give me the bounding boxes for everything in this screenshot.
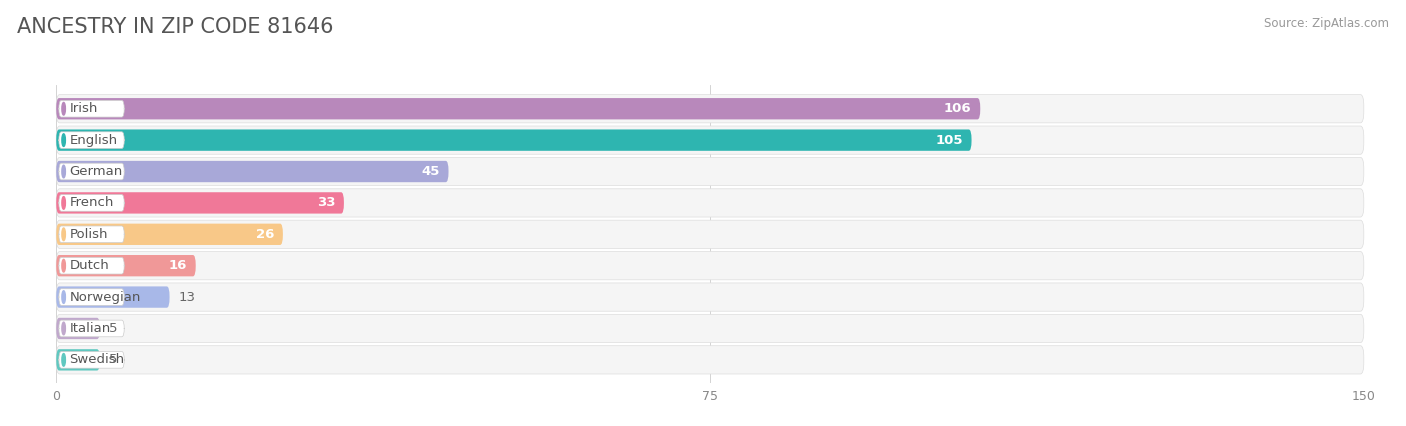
FancyBboxPatch shape: [56, 220, 1364, 248]
FancyBboxPatch shape: [59, 351, 124, 368]
Text: 5: 5: [108, 353, 117, 366]
Text: 26: 26: [256, 228, 274, 241]
FancyBboxPatch shape: [59, 101, 124, 117]
Text: ANCESTRY IN ZIP CODE 81646: ANCESTRY IN ZIP CODE 81646: [17, 17, 333, 37]
FancyBboxPatch shape: [56, 130, 972, 151]
FancyBboxPatch shape: [56, 189, 1364, 217]
FancyBboxPatch shape: [56, 126, 1364, 154]
FancyBboxPatch shape: [56, 95, 1364, 123]
FancyBboxPatch shape: [59, 257, 124, 274]
Text: Swedish: Swedish: [69, 353, 125, 366]
FancyBboxPatch shape: [56, 224, 283, 245]
Text: 5: 5: [108, 322, 117, 335]
FancyBboxPatch shape: [56, 255, 195, 276]
FancyBboxPatch shape: [59, 289, 124, 305]
Text: Polish: Polish: [69, 228, 108, 241]
Circle shape: [62, 228, 66, 241]
FancyBboxPatch shape: [59, 132, 124, 148]
Circle shape: [62, 102, 66, 115]
Text: 16: 16: [169, 259, 187, 272]
FancyBboxPatch shape: [59, 195, 124, 211]
Text: 33: 33: [316, 196, 335, 210]
FancyBboxPatch shape: [56, 157, 1364, 186]
FancyBboxPatch shape: [56, 98, 980, 119]
FancyBboxPatch shape: [59, 226, 124, 243]
Text: 105: 105: [935, 134, 963, 147]
Circle shape: [62, 165, 66, 178]
FancyBboxPatch shape: [56, 283, 1364, 311]
FancyBboxPatch shape: [56, 286, 170, 308]
FancyBboxPatch shape: [56, 349, 100, 371]
Text: 106: 106: [943, 102, 972, 115]
FancyBboxPatch shape: [56, 346, 1364, 374]
FancyBboxPatch shape: [56, 314, 1364, 343]
FancyBboxPatch shape: [56, 318, 100, 339]
Text: 13: 13: [179, 291, 195, 304]
Circle shape: [62, 134, 66, 147]
FancyBboxPatch shape: [59, 163, 124, 180]
FancyBboxPatch shape: [56, 161, 449, 182]
Circle shape: [62, 291, 66, 303]
Circle shape: [62, 354, 66, 366]
Text: German: German: [69, 165, 122, 178]
Text: French: French: [69, 196, 114, 210]
Circle shape: [62, 196, 66, 209]
Text: Dutch: Dutch: [69, 259, 110, 272]
Circle shape: [62, 322, 66, 335]
Text: Source: ZipAtlas.com: Source: ZipAtlas.com: [1264, 17, 1389, 30]
FancyBboxPatch shape: [56, 192, 344, 213]
Text: English: English: [69, 134, 118, 147]
Text: Irish: Irish: [69, 102, 97, 115]
Text: Norwegian: Norwegian: [69, 291, 141, 304]
FancyBboxPatch shape: [59, 320, 124, 337]
FancyBboxPatch shape: [56, 252, 1364, 280]
Circle shape: [62, 259, 66, 272]
Text: Italian: Italian: [69, 322, 111, 335]
Text: 45: 45: [422, 165, 440, 178]
